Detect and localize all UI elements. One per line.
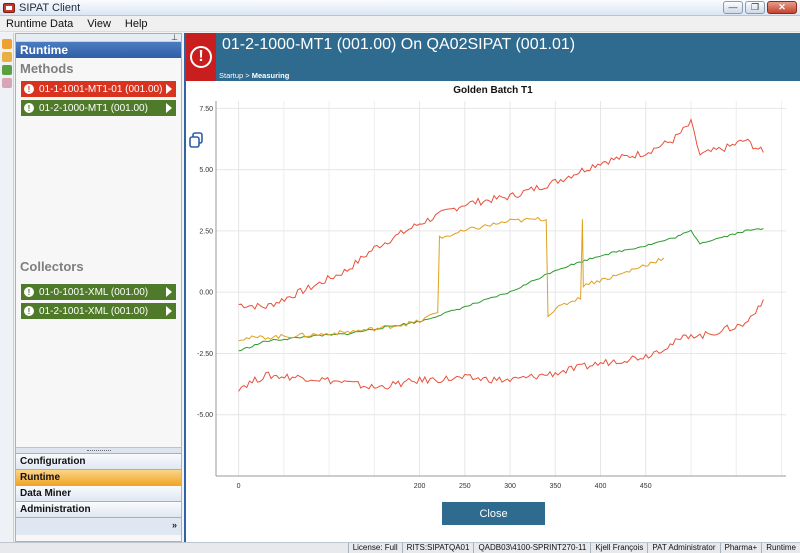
status-mode: Runtime (761, 543, 800, 553)
info-icon: ! (24, 103, 34, 113)
collector-item[interactable]: ! 01-0-1001-XML (001.00) (21, 284, 176, 300)
panel-splitter[interactable] (16, 447, 181, 453)
alert-icon: ! (24, 84, 34, 94)
series-line (238, 118, 764, 310)
warning-icon: ! (190, 46, 212, 68)
collector-label: 01-2-1001-XML (001.00) (39, 305, 149, 317)
status-domain: Pharma+ (719, 543, 762, 553)
page-title: 01-2-1000-MT1 (001.00) On QA02SIPAT (001… (222, 36, 576, 53)
side-toolbar (0, 33, 14, 542)
close-button[interactable]: Close (442, 502, 545, 525)
window-title: SIPAT Client (19, 1, 81, 14)
x-tick-label: 300 (504, 483, 516, 490)
menu-bar: Runtime Data View Help (0, 16, 800, 32)
sidebar-handle: ⊥ (16, 33, 181, 42)
method-label: 01-1-1001-MT1-01 (001.00) (39, 83, 163, 95)
title-bar: SIPAT Client — ❐ ✕ (0, 0, 800, 16)
breadcrumb-current: Measuring (251, 71, 290, 80)
minimize-button[interactable]: — (723, 1, 743, 14)
series-line (238, 228, 764, 352)
nav-administration[interactable]: Administration (16, 501, 181, 517)
y-tick-label: 0.00 (199, 290, 213, 297)
menu-help[interactable]: Help (124, 17, 148, 30)
runtime-icon[interactable] (2, 65, 12, 75)
main-panel: ! 01-2-1000-MT1 (001.00) On QA02SIPAT (0… (184, 33, 800, 542)
method-item[interactable]: ! 01-2-1000-MT1 (001.00) (21, 100, 176, 116)
more-icon[interactable]: » (171, 520, 177, 530)
nav-configuration[interactable]: Configuration (16, 453, 181, 469)
runtime-sidebar: ⊥ Runtime Methods ! 01-1-1001-MT1-01 (00… (15, 33, 182, 542)
collector-item[interactable]: ! 01-2-1001-XML (001.00) (21, 303, 176, 319)
chart-series (238, 118, 764, 392)
alert-badge: ! (186, 33, 216, 81)
method-item[interactable]: ! 01-1-1001-MT1-01 (001.00) (21, 81, 176, 97)
close-window-button[interactable]: ✕ (767, 1, 797, 14)
status-user: Kjell François (590, 543, 647, 553)
series-line (238, 299, 764, 392)
menu-runtime-data[interactable]: Runtime Data (6, 17, 74, 30)
play-icon[interactable] (166, 287, 172, 297)
method-label: 01-2-1000-MT1 (001.00) (39, 102, 148, 114)
document-icon[interactable] (2, 52, 12, 62)
y-tick-label: -5.00 (197, 412, 213, 419)
x-tick-label: 250 (459, 483, 471, 490)
nav-data-miner[interactable]: Data Miner (16, 485, 181, 501)
status-license: License: Full (347, 543, 402, 553)
collectors-list: ! 01-0-1001-XML (001.00) ! 01-2-1001-XML… (16, 284, 181, 322)
app-icon (3, 2, 15, 13)
sidebar-header: Runtime (16, 42, 181, 58)
x-tick-label: 0 (237, 483, 241, 490)
status-role: PAT Administrator (647, 543, 719, 553)
play-icon[interactable] (166, 84, 172, 94)
info-icon: ! (24, 287, 34, 297)
info-icon: ! (24, 306, 34, 316)
chart-axes: 0 200 250 300 350 400 450 7.50 5.00 2.50 0.00 -2.50… (197, 101, 786, 490)
collector-label: 01-0-1001-XML (001.00) (39, 286, 149, 298)
collectors-title: Collectors (20, 259, 84, 274)
chart-grid (216, 101, 786, 476)
nav-runtime[interactable]: Runtime (16, 469, 181, 485)
x-tick-label: 450 (640, 483, 652, 490)
breadcrumb-parent[interactable]: Startup (219, 71, 244, 80)
x-tick-label: 400 (595, 483, 607, 490)
x-tick-label: 350 (549, 483, 561, 490)
breadcrumb-separator: > (245, 71, 250, 80)
user-icon[interactable] (2, 78, 12, 88)
menu-view[interactable]: View (87, 17, 111, 30)
copy-chart-icon[interactable] (189, 132, 205, 148)
x-tick-label: 200 (414, 483, 426, 490)
series-line (238, 216, 665, 342)
play-icon[interactable] (166, 306, 172, 316)
window-controls: — ❐ ✕ (723, 1, 797, 14)
y-tick-label: 7.50 (199, 106, 213, 113)
chart-svg: Golden Batch T1 0 200 250 300 350 400 450 7.50 5… (197, 85, 786, 490)
restore-button[interactable]: ❐ (745, 1, 765, 14)
y-tick-label: -2.50 (197, 351, 213, 358)
y-tick-label: 2.50 (199, 228, 213, 235)
y-tick-label: 5.00 (199, 167, 213, 174)
play-icon[interactable] (166, 103, 172, 113)
chart-title: Golden Batch T1 (453, 85, 533, 96)
nav-footer: » (16, 517, 181, 535)
folder-icon[interactable] (2, 39, 12, 49)
nav-pane: Configuration Runtime Data Miner Adminis… (16, 453, 181, 535)
pin-icon[interactable]: ⊥ (171, 33, 178, 42)
breadcrumb: Startup > Measuring (219, 71, 289, 80)
status-server: RITS:SIPATQA01 (401, 543, 474, 553)
status-bar: License: Full RITS:SIPATQA01 QADB03\4100… (0, 542, 800, 553)
golden-batch-chart: Golden Batch T1 0 200 250 300 350 400 450 7.50 5… (186, 81, 800, 491)
methods-title: Methods (20, 61, 74, 76)
measurement-header: ! 01-2-1000-MT1 (001.00) On QA02SIPAT (0… (186, 33, 800, 81)
status-database: QADB03\4100-SPRINT270-11 (473, 543, 590, 553)
